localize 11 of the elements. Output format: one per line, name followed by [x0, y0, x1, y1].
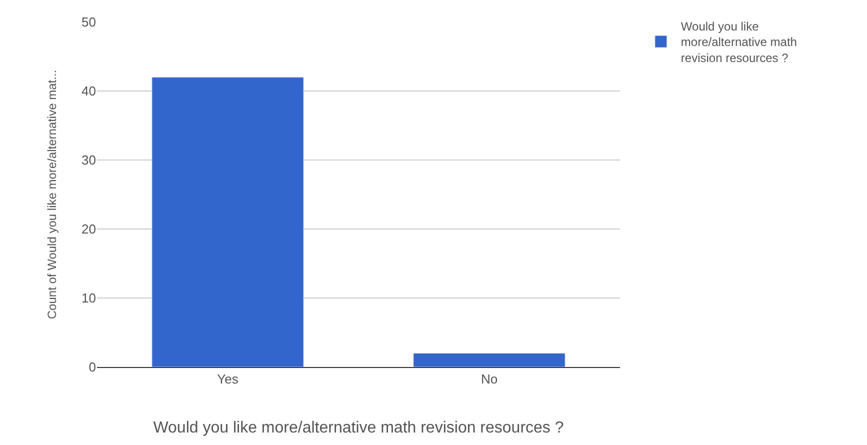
x-tick-label: Yes — [217, 372, 239, 387]
x-tick-label: No — [480, 372, 498, 387]
y-tick-label: 0 — [88, 360, 96, 375]
y-tick-label: 30 — [82, 152, 96, 168]
y-tick-label: 10 — [82, 290, 96, 306]
y-tick-label: 20 — [82, 222, 96, 237]
y-tick-label: 40 — [82, 84, 96, 99]
y-axis-title: Count of Would you like more/alternative mat... — [44, 70, 59, 320]
legend-label: Would you like more/alternative math revision resources ? — [680, 20, 797, 65]
x-axis-title: Would you like more/alternative math revision resources ? — [153, 419, 564, 436]
y-tick-label: 50 — [82, 14, 96, 30]
